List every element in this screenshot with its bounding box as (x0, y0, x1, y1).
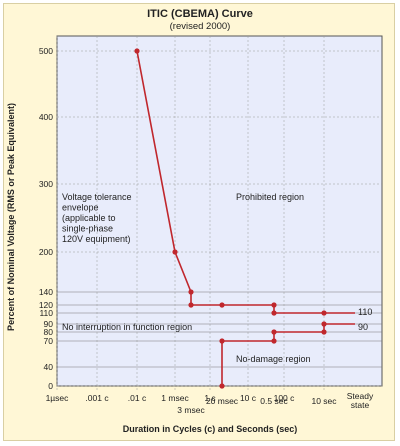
y-tick-label: 400 (39, 112, 53, 122)
x-tick-label: 10 sec (311, 396, 337, 406)
upper-curve-point (188, 289, 194, 295)
upper-curve-point (172, 249, 178, 255)
plot-area (56, 35, 383, 387)
x-tick-label: .01 c (128, 393, 147, 403)
upper-curve-point (271, 310, 277, 316)
lower-curve-point (219, 383, 225, 389)
lower-curve-point (219, 338, 225, 344)
y-tick-label: 0 (48, 381, 53, 391)
y-tick-label: 70 (44, 336, 54, 346)
upper-curve-point (271, 302, 277, 308)
lower-curve-point (321, 321, 327, 327)
lower-curve-point (321, 329, 327, 335)
x-tick-label: 1 c (204, 393, 216, 403)
x-tick-label: 100 c (274, 393, 296, 403)
upper-curve-end-label: 110 (358, 307, 372, 317)
y-tick-label: 40 (44, 362, 54, 372)
no-interruption-region-label: No interruption in function region (62, 322, 192, 332)
no-damage-region-label: No-damage region (236, 354, 311, 364)
lower-curve-point (271, 329, 277, 335)
voltage-tolerance-line: Voltage tolerance (62, 192, 132, 202)
upper-curve-point (321, 310, 327, 316)
upper-curve-point (134, 48, 140, 54)
y-tick-label: 120 (39, 300, 53, 310)
upper-curve-point (188, 302, 194, 308)
x-tick-label: 1 msec (161, 393, 189, 403)
x-tick-label: 1µsec (46, 393, 70, 403)
x-tick-label: .001 c (85, 393, 109, 403)
y-tick-label: 300 (39, 179, 53, 189)
y-tick-label: 500 (39, 46, 53, 56)
x-tick-label: 3 msec (177, 405, 205, 415)
voltage-tolerance-line: 120V equipment) (62, 234, 131, 244)
voltage-tolerance-line: envelope (62, 203, 99, 213)
y-tick-label: 110 (39, 308, 53, 318)
voltage-tolerance-line: (applicable to (62, 213, 116, 223)
lower-curve-end-label: 90 (358, 322, 368, 332)
x-tick-label: 10 c (240, 393, 257, 403)
y-tick-label: 90 (44, 319, 54, 329)
chart-title: ITIC (CBEMA) Curve (147, 8, 253, 20)
x-tick-label: 0.5 sec (260, 396, 288, 406)
lower-curve-point (271, 338, 277, 344)
y-tick-label: 200 (39, 247, 53, 257)
chart-subtitle: (revised 2000) (170, 21, 231, 32)
y-tick-label: 140 (39, 287, 53, 297)
voltage-tolerance-line: single-phase (62, 224, 113, 234)
x-axis-label: Duration in Cycles (c) and Seconds (sec) (123, 424, 298, 434)
prohibited-region-label: Prohibited region (236, 192, 304, 202)
upper-curve-point (219, 302, 225, 308)
x-tick-label: 20 msec (206, 396, 239, 406)
y-tick-label: 80 (44, 327, 54, 337)
x-tick-label: state (351, 400, 370, 410)
y-axis-label: Percent of Nominal Voltage (RMS or Peak … (6, 103, 16, 331)
x-tick-label: Steady (347, 391, 374, 401)
